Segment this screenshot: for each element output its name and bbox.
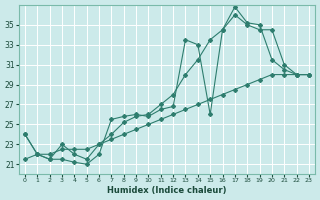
X-axis label: Humidex (Indice chaleur): Humidex (Indice chaleur) [107, 186, 227, 195]
